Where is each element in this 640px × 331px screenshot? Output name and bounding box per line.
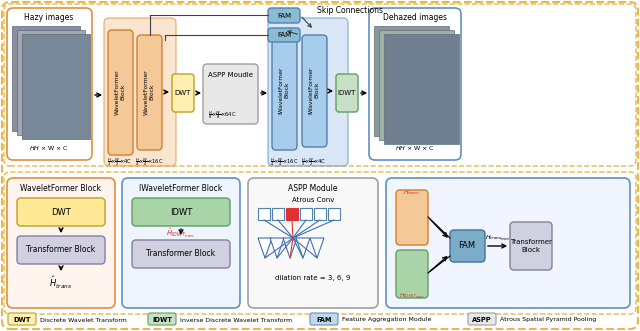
FancyBboxPatch shape: [17, 198, 105, 226]
FancyBboxPatch shape: [7, 8, 92, 160]
FancyBboxPatch shape: [148, 313, 176, 325]
Text: $\frac{H}{2}$×$\frac{W}{2}$×4C: $\frac{H}{2}$×$\frac{W}{2}$×4C: [301, 156, 326, 168]
Text: IWaveletFormer Block: IWaveletFormer Block: [140, 183, 223, 193]
Text: Feature Aggregation Module: Feature Aggregation Module: [342, 317, 431, 322]
Text: Skip Connections: Skip Connections: [317, 6, 383, 15]
Text: $H_{trans_{main}}$: $H_{trans_{main}}$: [485, 233, 511, 243]
FancyBboxPatch shape: [369, 8, 461, 160]
Text: $\it{HH}$ × W × C: $\it{HH}$ × W × C: [29, 144, 69, 152]
FancyBboxPatch shape: [203, 64, 258, 124]
FancyBboxPatch shape: [450, 230, 485, 262]
Text: FAM: FAM: [316, 317, 332, 323]
Text: FAM: FAM: [277, 13, 291, 19]
Text: IDWT: IDWT: [170, 208, 192, 216]
Text: DWT: DWT: [175, 90, 191, 96]
FancyBboxPatch shape: [108, 30, 133, 155]
Text: Hazy images: Hazy images: [24, 13, 74, 22]
Text: DWT: DWT: [51, 208, 71, 216]
Text: $\it{HH}$ × W × C: $\it{HH}$ × W × C: [395, 144, 435, 152]
FancyBboxPatch shape: [302, 35, 327, 147]
Text: IWaveletFormer
Block: IWaveletFormer Block: [308, 66, 319, 114]
FancyBboxPatch shape: [4, 4, 636, 166]
Bar: [22, 34, 90, 139]
FancyBboxPatch shape: [132, 240, 230, 268]
Text: Transformer Block: Transformer Block: [26, 246, 95, 255]
Bar: [314, 208, 326, 220]
FancyBboxPatch shape: [7, 178, 115, 308]
Text: WaveletFormer Block: WaveletFormer Block: [20, 183, 102, 193]
Bar: [328, 208, 340, 220]
FancyBboxPatch shape: [336, 74, 358, 112]
Text: $\frac{H}{8}$×$\frac{W}{8}$×64C: $\frac{H}{8}$×$\frac{W}{8}$×64C: [208, 109, 236, 121]
FancyBboxPatch shape: [122, 178, 240, 308]
FancyBboxPatch shape: [510, 222, 552, 270]
Bar: [272, 208, 284, 220]
FancyBboxPatch shape: [17, 236, 105, 264]
Polygon shape: [310, 238, 324, 258]
Text: Atrous Spatial Pyramid Pooling: Atrous Spatial Pyramid Pooling: [500, 317, 596, 322]
FancyBboxPatch shape: [268, 8, 300, 23]
Text: WaveletFormer
Block: WaveletFormer Block: [115, 69, 125, 115]
Text: $\frac{H}{4}$×$\frac{W}{4}$×16C: $\frac{H}{4}$×$\frac{W}{4}$×16C: [135, 156, 163, 168]
Text: Discrete Wavelet Transform: Discrete Wavelet Transform: [40, 317, 127, 322]
Bar: [17, 30, 85, 135]
Text: $\hat{H}_{IDWT_{trans}}$: $\hat{H}_{IDWT_{trans}}$: [166, 226, 196, 240]
FancyBboxPatch shape: [396, 250, 428, 298]
Text: IWaveletFormer
Block: IWaveletFormer Block: [278, 66, 289, 114]
FancyBboxPatch shape: [396, 190, 428, 245]
Text: dilation rate = 3, 6, 9: dilation rate = 3, 6, 9: [275, 275, 351, 281]
Bar: [300, 208, 312, 220]
Text: WaveletFormer
Block: WaveletFormer Block: [143, 69, 154, 115]
Polygon shape: [270, 238, 284, 258]
Text: $H_{main}$: $H_{main}$: [403, 189, 420, 198]
Text: FAM: FAM: [277, 32, 291, 38]
Text: Inverse Discrete Wavelet Transform: Inverse Discrete Wavelet Transform: [180, 317, 292, 322]
Text: IDWT: IDWT: [338, 90, 356, 96]
FancyBboxPatch shape: [172, 74, 194, 112]
Bar: [374, 26, 449, 136]
Polygon shape: [296, 238, 310, 258]
Text: FAM: FAM: [458, 242, 476, 251]
FancyBboxPatch shape: [272, 30, 297, 150]
Text: Dehazed images: Dehazed images: [383, 13, 447, 22]
FancyBboxPatch shape: [310, 313, 338, 325]
Text: $\frac{H}{2}$×$\frac{W}{2}$×4C: $\frac{H}{2}$×$\frac{W}{2}$×4C: [108, 156, 132, 168]
Text: ASPP Moudle: ASPP Moudle: [207, 72, 253, 78]
Bar: [384, 34, 459, 144]
Text: Transformer
Block: Transformer Block: [510, 240, 552, 253]
Text: $H_{IDWT_{trans}}$: $H_{IDWT_{trans}}$: [399, 291, 425, 301]
Text: DWT: DWT: [13, 317, 31, 323]
FancyBboxPatch shape: [4, 172, 636, 314]
Text: $\hat{H}_{trans}$: $\hat{H}_{trans}$: [49, 275, 73, 291]
FancyBboxPatch shape: [468, 313, 496, 325]
FancyBboxPatch shape: [137, 35, 162, 150]
FancyBboxPatch shape: [268, 18, 348, 166]
FancyBboxPatch shape: [132, 198, 230, 226]
FancyBboxPatch shape: [248, 178, 378, 308]
Text: IDWT: IDWT: [152, 317, 172, 323]
Text: ASPP: ASPP: [472, 317, 492, 323]
Text: Atrous Conv: Atrous Conv: [292, 197, 334, 203]
Polygon shape: [283, 238, 297, 258]
Text: $\frac{H}{4}$×$\frac{W}{4}$×16C: $\frac{H}{4}$×$\frac{W}{4}$×16C: [270, 156, 298, 168]
Bar: [12, 26, 80, 131]
Bar: [258, 208, 270, 220]
Polygon shape: [258, 238, 272, 258]
FancyBboxPatch shape: [268, 28, 300, 42]
Text: Transformer Block: Transformer Block: [147, 250, 216, 259]
Text: ASPP Module: ASPP Module: [288, 183, 338, 193]
FancyBboxPatch shape: [386, 178, 630, 308]
Bar: [286, 208, 298, 220]
FancyBboxPatch shape: [104, 18, 176, 166]
Bar: [379, 30, 454, 140]
FancyBboxPatch shape: [8, 313, 36, 325]
